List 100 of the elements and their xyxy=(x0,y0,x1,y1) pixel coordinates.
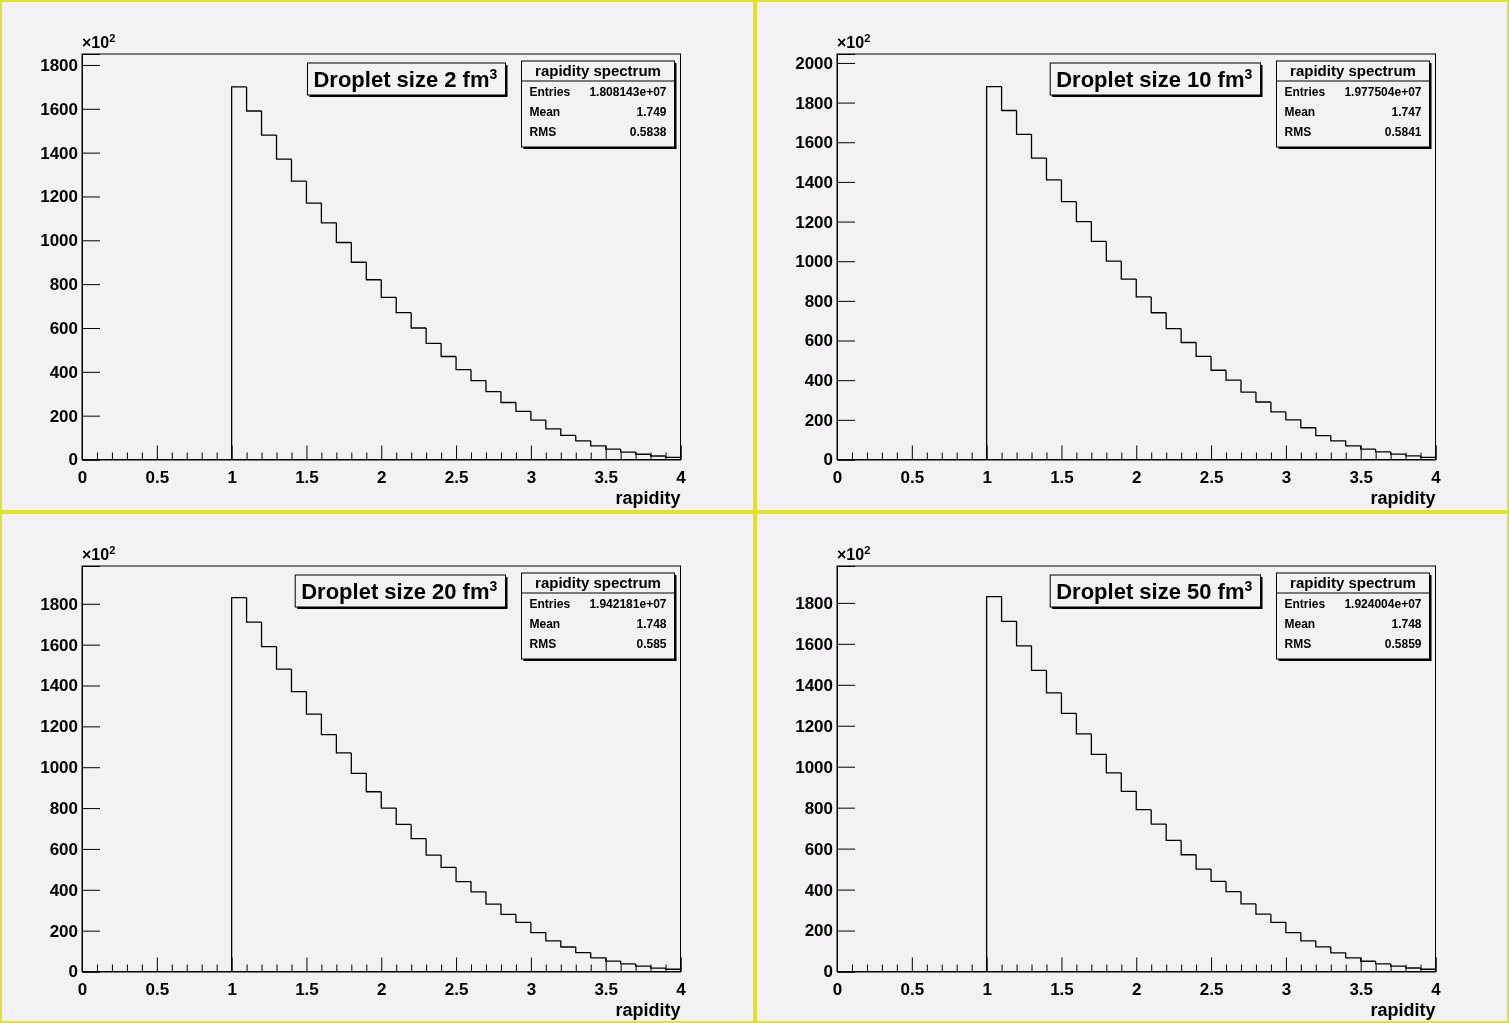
y-tick-label: 400 xyxy=(804,371,833,391)
y-tick-label: 1200 xyxy=(794,716,833,736)
annotation: Entries xyxy=(529,85,571,99)
x-tick-label: 3 xyxy=(526,979,537,998)
y-tick-label: 1600 xyxy=(40,99,78,119)
annotation: 1.808143e+07 xyxy=(589,85,667,99)
annotation: 1.749 xyxy=(636,105,667,119)
x-tick-label: 4 xyxy=(1430,467,1441,487)
text: ×10$^{2}$ xyxy=(836,32,870,51)
y-tick-label: 1800 xyxy=(794,93,833,113)
x-tick-label: 3 xyxy=(1281,467,1291,487)
y-tick-label: 0 xyxy=(68,961,78,981)
x-tick-label: 1.5 xyxy=(295,467,319,487)
y-tick-label: 400 xyxy=(49,362,78,382)
y-tick-label: 2000 xyxy=(794,53,833,73)
text: Droplet size 20 fm$^{3}$ xyxy=(301,577,498,604)
annotation: 1.748 xyxy=(1390,616,1422,631)
y-tick-label: 1000 xyxy=(794,252,833,272)
y-tick-label: 1600 xyxy=(40,635,78,655)
annotation: Mean xyxy=(1284,105,1315,119)
x-tick-label: 0.5 xyxy=(899,979,924,998)
y-tick-label: 1200 xyxy=(40,716,78,736)
annotation: 0.5838 xyxy=(629,125,667,139)
annotation: RMS xyxy=(1284,125,1311,139)
y-tick-label: 600 xyxy=(49,318,78,338)
x-tick-label: 0.5 xyxy=(899,467,924,487)
y-tick-label: 200 xyxy=(804,920,833,940)
text: Droplet size 50 fm$^{3}$ xyxy=(1055,577,1252,604)
y-tick-label: 200 xyxy=(804,410,833,430)
annotation: RMS xyxy=(1284,636,1311,651)
x-tick-label: 3 xyxy=(526,467,537,487)
y-tick-label: 400 xyxy=(49,880,78,900)
text: ×10$^{2}$ xyxy=(836,543,870,563)
y-tick-label: 1000 xyxy=(794,757,833,777)
y-tick-label: 1200 xyxy=(794,212,833,232)
text: Droplet size 10 fm$^{3}$ xyxy=(1055,66,1252,92)
x-tick-label: 1 xyxy=(981,979,992,998)
x-axis-title: rapidity xyxy=(1369,487,1435,508)
x-tick-label: 3.5 xyxy=(1348,467,1373,487)
y-tick-label: 400 xyxy=(804,880,833,900)
y-tick-label: 800 xyxy=(804,798,833,818)
x-tick-label: 2.5 xyxy=(444,979,469,998)
annotation: RMS xyxy=(529,636,557,651)
y-tick-label: 1000 xyxy=(40,231,78,251)
y-tick-label: 800 xyxy=(49,275,78,295)
y-tick-label: 1200 xyxy=(40,187,78,207)
annotation: rapidity spectrum xyxy=(535,573,661,591)
y-tick-label: 1600 xyxy=(794,634,833,654)
x-tick-label: 1 xyxy=(227,467,237,487)
y-tick-label: 600 xyxy=(804,331,833,351)
x-tick-label: 2.5 xyxy=(1199,979,1223,998)
annotation: Mean xyxy=(529,105,561,119)
x-tick-label: 2 xyxy=(1131,979,1141,998)
x-tick-label: 2.5 xyxy=(1199,467,1223,487)
annotation: 1.977504e+07 xyxy=(1343,85,1422,99)
x-tick-label: 4 xyxy=(676,467,687,487)
y-tick-label: 1400 xyxy=(794,675,833,695)
x-tick-label: 2.5 xyxy=(444,467,469,487)
x-axis-title: rapidity xyxy=(615,487,681,508)
annotation: Entries xyxy=(1284,85,1326,99)
y-tick-label: 1400 xyxy=(794,172,833,192)
y-tick-label: 600 xyxy=(49,839,78,859)
annotation: Entries xyxy=(1284,596,1326,611)
y-tick-label: 0 xyxy=(823,450,833,470)
annotation: rapidity spectrum xyxy=(1289,573,1416,591)
x-tick-label: 4 xyxy=(1430,979,1441,998)
text: Droplet size 2 fm$^{3}$ xyxy=(313,66,498,92)
x-tick-label: 4 xyxy=(676,979,687,998)
x-tick-label: 2 xyxy=(1131,467,1141,487)
y-tick-label: 1800 xyxy=(794,593,833,613)
y-tick-label: 1600 xyxy=(794,133,833,153)
annotation: 0.5859 xyxy=(1384,636,1422,651)
y-tick-label: 1800 xyxy=(40,55,78,75)
annotation: 1.748 xyxy=(636,616,667,631)
annotation: 0.585 xyxy=(636,636,667,651)
x-tick-label: 3.5 xyxy=(594,979,619,998)
x-tick-label: 1.5 xyxy=(295,979,319,998)
annotation: Mean xyxy=(1284,616,1315,631)
x-tick-label: 2 xyxy=(377,979,387,998)
annotation: RMS xyxy=(529,125,557,139)
y-tick-label: 1400 xyxy=(40,143,78,163)
annotation: Mean xyxy=(529,616,561,631)
x-axis-title: rapidity xyxy=(1369,999,1435,1019)
x-tick-label: 3.5 xyxy=(594,467,619,487)
y-tick-label: 1000 xyxy=(40,757,78,777)
y-tick-label: 200 xyxy=(49,921,78,941)
y-tick-label: 200 xyxy=(49,406,78,426)
text: ×10$^{2}$ xyxy=(82,32,116,51)
x-tick-label: 3.5 xyxy=(1348,979,1373,998)
y-tick-label: 1400 xyxy=(40,675,78,695)
x-tick-label: 2 xyxy=(377,467,387,487)
annotation: rapidity spectrum xyxy=(535,62,661,79)
x-tick-label: 0.5 xyxy=(145,467,170,487)
y-tick-label: 0 xyxy=(68,450,78,470)
annotation: Entries xyxy=(529,596,571,611)
x-tick-label: 1.5 xyxy=(1049,467,1074,487)
x-tick-label: 1.5 xyxy=(1049,979,1074,998)
annotation: 1.747 xyxy=(1390,105,1422,119)
x-tick-label: 1 xyxy=(227,979,237,998)
annotation: rapidity spectrum xyxy=(1289,62,1416,79)
